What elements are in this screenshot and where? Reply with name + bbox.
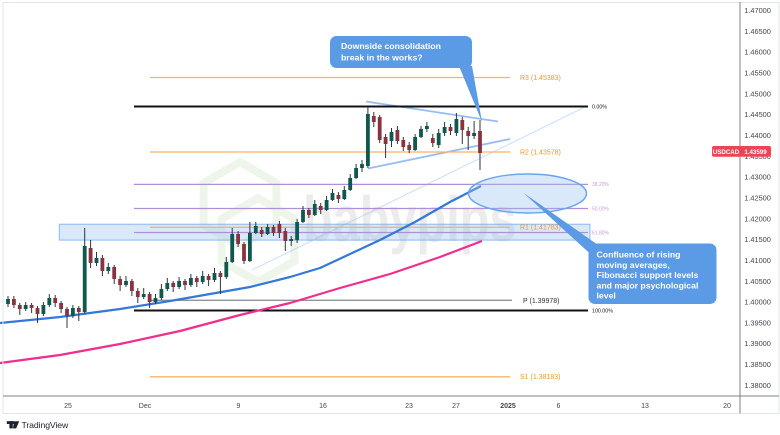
svg-text:Fibonacci support levels: Fibonacci support levels [597,270,699,280]
svg-text:level: level [597,291,616,301]
svg-text:50.00%: 50.00% [592,206,610,212]
svg-text:1.46500: 1.46500 [744,27,771,36]
svg-text:25: 25 [64,403,72,410]
svg-text:R3 (1.45383): R3 (1.45383) [520,75,561,82]
svg-text:R1 (1.41783): R1 (1.41783) [520,225,561,232]
svg-text:1.39000: 1.39000 [744,339,771,348]
svg-text:1.45500: 1.45500 [744,69,771,78]
svg-text:1.42500: 1.42500 [744,194,771,203]
svg-text:1.40500: 1.40500 [744,277,771,286]
svg-text:moving averages,: moving averages, [597,260,670,270]
svg-text:Downside consolidation: Downside consolidation [341,41,441,51]
svg-text:6: 6 [557,403,561,410]
svg-text:TradingView: TradingView [22,420,70,430]
svg-text:R2 (1.43578): R2 (1.43578) [520,149,561,156]
svg-text:and major psychological: and major psychological [597,280,699,290]
svg-text:break in the works?: break in the works? [341,53,423,63]
svg-text:100.00%: 100.00% [592,309,613,315]
svg-text:Confluence of rising: Confluence of rising [597,250,681,260]
svg-text:13: 13 [641,403,649,410]
svg-text:S1 (1.38183): S1 (1.38183) [520,374,560,381]
svg-text:1.46000: 1.46000 [744,48,771,57]
svg-text:1.44500: 1.44500 [744,110,771,119]
svg-text:2025: 2025 [500,403,516,410]
svg-text:1.42000: 1.42000 [744,214,771,223]
svg-text:16: 16 [319,403,327,410]
svg-text:0.00%: 0.00% [592,105,607,111]
svg-text:1.38500: 1.38500 [744,360,771,369]
svg-text:1.47000: 1.47000 [744,6,771,15]
svg-text:61.80%: 61.80% [592,230,610,236]
svg-text:1.38000: 1.38000 [744,381,771,390]
svg-text:20: 20 [723,403,731,410]
svg-text:1.44000: 1.44000 [744,131,771,140]
svg-text:1.43599: 1.43599 [744,149,767,156]
svg-text:USDCAD: USDCAD [713,149,740,156]
svg-text:38.20%: 38.20% [592,182,610,188]
svg-text:9: 9 [237,403,241,410]
svg-text:1.45000: 1.45000 [744,89,771,98]
svg-text:1.43000: 1.43000 [744,173,771,182]
svg-text:1.39500: 1.39500 [744,318,771,327]
svg-text:Dec: Dec [139,403,152,410]
svg-text:1.40000: 1.40000 [744,298,771,307]
svg-text:27: 27 [452,403,460,410]
svg-text:1.41000: 1.41000 [744,256,771,265]
svg-text:23: 23 [405,403,413,410]
svg-text:1.41500: 1.41500 [744,235,771,244]
svg-text:P (1.39978): P (1.39978) [523,298,559,305]
